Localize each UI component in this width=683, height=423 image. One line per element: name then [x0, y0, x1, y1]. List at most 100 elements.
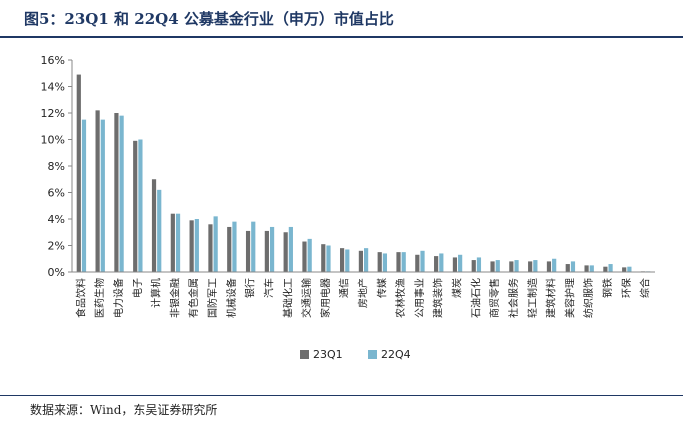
bar-23Q1-食品饮料 [76, 74, 81, 272]
bar-22Q4-银行 [251, 221, 256, 272]
y-tick-label: 10% [41, 134, 65, 147]
bar-23Q1-基础化工 [283, 232, 288, 272]
bar-22Q4-石油石化 [476, 257, 482, 272]
bar-23Q1-通信 [339, 248, 345, 272]
x-category-label: 石油石化 [469, 278, 482, 318]
bar-23Q1-公用事业 [415, 254, 420, 272]
bar-22Q4-交通运输 [307, 238, 312, 273]
bar-22Q4-家用电器 [326, 245, 331, 272]
bar-22Q4-轻工制造 [533, 260, 538, 272]
x-category-label: 美容护理 [563, 278, 576, 318]
legend-label-23Q1: 23Q1 [313, 348, 343, 361]
x-category-label: 电力设备 [112, 278, 125, 318]
figure-title: 图5：23Q1 和 22Q4 公募基金行业（申万）市值占比 [24, 10, 394, 28]
x-category-label: 建筑装饰 [432, 278, 445, 318]
bar-22Q4-农林牧渔 [401, 252, 406, 273]
bar-22Q4-基础化工 [288, 226, 293, 272]
legend-swatch-22Q4 [368, 350, 377, 359]
bar-23Q1-社会服务 [509, 261, 514, 272]
bar-23Q1-非银金融 [170, 213, 175, 272]
bar-22Q4-电力设备 [119, 115, 124, 273]
bar-22Q4-电子 [138, 139, 143, 272]
bar-23Q1-医药生物 [95, 110, 100, 272]
x-category-label: 计算机 [150, 278, 163, 308]
x-category-label: 非银金融 [168, 278, 181, 318]
x-category-label: 基础化工 [281, 278, 294, 318]
bar-23Q1-传媒 [377, 252, 382, 273]
bar-22Q4-纺织服饰 [589, 265, 594, 273]
x-category-label: 电子 [131, 278, 144, 298]
bar-22Q4-食品饮料 [81, 119, 87, 273]
source-divider [0, 395, 683, 396]
bar-23Q1-电力设备 [114, 113, 119, 272]
bar-23Q1-钢铁 [603, 266, 608, 272]
bar-22Q4-传媒 [382, 253, 388, 272]
legend: 23Q1 22Q4 [300, 348, 411, 361]
bar-23Q1-房地产 [358, 250, 363, 272]
y-tick-label: 6% [48, 187, 65, 200]
x-category-label: 钢铁 [601, 278, 614, 298]
bar-23Q1-煤炭 [452, 257, 458, 272]
bar-22Q4-煤炭 [458, 254, 463, 272]
bar-22Q4-国防军工 [213, 216, 218, 272]
x-category-label: 传媒 [376, 278, 388, 298]
x-category-label: 国防军工 [206, 278, 219, 318]
bar-23Q1-机械设备 [227, 226, 232, 272]
y-tick-label: 12% [41, 107, 65, 120]
bar-22Q4-建筑装饰 [439, 253, 444, 272]
x-category-label: 食品饮料 [74, 278, 87, 318]
x-category-label: 轻工制造 [526, 278, 539, 318]
bar-22Q4-建筑材料 [552, 258, 557, 272]
x-category-label: 建筑材料 [545, 278, 558, 318]
bar-23Q1-有色金属 [189, 220, 194, 272]
x-category-label: 综合 [639, 278, 652, 298]
x-category-label: 家用电器 [319, 278, 332, 318]
x-category-label: 汽车 [262, 278, 275, 298]
title-divider [0, 36, 683, 38]
legend-label-22Q4: 22Q4 [381, 348, 411, 361]
bar-22Q4-通信 [345, 249, 350, 272]
bar-22Q4-医药生物 [100, 119, 105, 273]
bar-23Q1-计算机 [151, 179, 157, 272]
x-category-label: 商贸零售 [488, 278, 501, 318]
bar-22Q4-非银金融 [175, 213, 181, 272]
bar-23Q1-农林牧渔 [396, 252, 401, 273]
x-category-label: 医药生物 [93, 278, 106, 318]
bar-23Q1-美容护理 [565, 264, 570, 272]
bar-22Q4-社会服务 [514, 260, 519, 272]
bar-23Q1-建筑材料 [546, 261, 552, 272]
x-axis: 食品饮料 医药生物 电力设备 电子 计算机 非银金融 有色金属 国防军工 机械设备 银行 汽车 基础化… [72, 271, 655, 318]
x-category-label: 银行 [244, 278, 257, 298]
y-tick-label: 8% [48, 160, 65, 173]
bar-23Q1-环保 [622, 267, 627, 272]
bar-22Q4-钢铁 [608, 264, 613, 272]
source-note: 数据来源：Wind，东吴证券研究所 [30, 403, 218, 417]
bar-22Q4-美容护理 [570, 261, 576, 272]
y-tick-label: 2% [48, 240, 65, 253]
legend-swatch-23Q1 [300, 350, 309, 359]
bar-23Q1-建筑装饰 [434, 256, 439, 272]
y-tick-label: 16% [41, 54, 65, 67]
bar-23Q1-纺织服饰 [584, 265, 589, 273]
x-category-label: 机械设备 [225, 278, 238, 318]
bars [76, 74, 651, 273]
x-category-label: 煤炭 [451, 278, 464, 298]
x-category-label: 有色金属 [187, 278, 200, 318]
x-category-label: 环保 [620, 278, 633, 298]
bar-22Q4-有色金属 [194, 219, 199, 272]
x-category-label: 社会服务 [507, 278, 520, 318]
bar-23Q1-电子 [133, 140, 138, 272]
x-category-label: 农林牧渔 [394, 278, 407, 318]
bar-22Q4-公用事业 [420, 250, 425, 272]
bar-23Q1-商贸零售 [490, 261, 495, 272]
bar-23Q1-汽车 [264, 230, 269, 272]
bar-23Q1-石油石化 [471, 260, 476, 272]
y-tick-label: 0% [48, 266, 65, 279]
bar-22Q4-汽车 [269, 226, 275, 272]
x-category-label: 纺织服饰 [582, 278, 595, 318]
x-category-label: 通信 [339, 278, 351, 298]
y-tick-label: 4% [48, 213, 65, 226]
x-category-label: 公用事业 [413, 278, 426, 318]
bar-22Q4-计算机 [157, 189, 162, 272]
x-category-label: 交通运输 [300, 278, 313, 318]
